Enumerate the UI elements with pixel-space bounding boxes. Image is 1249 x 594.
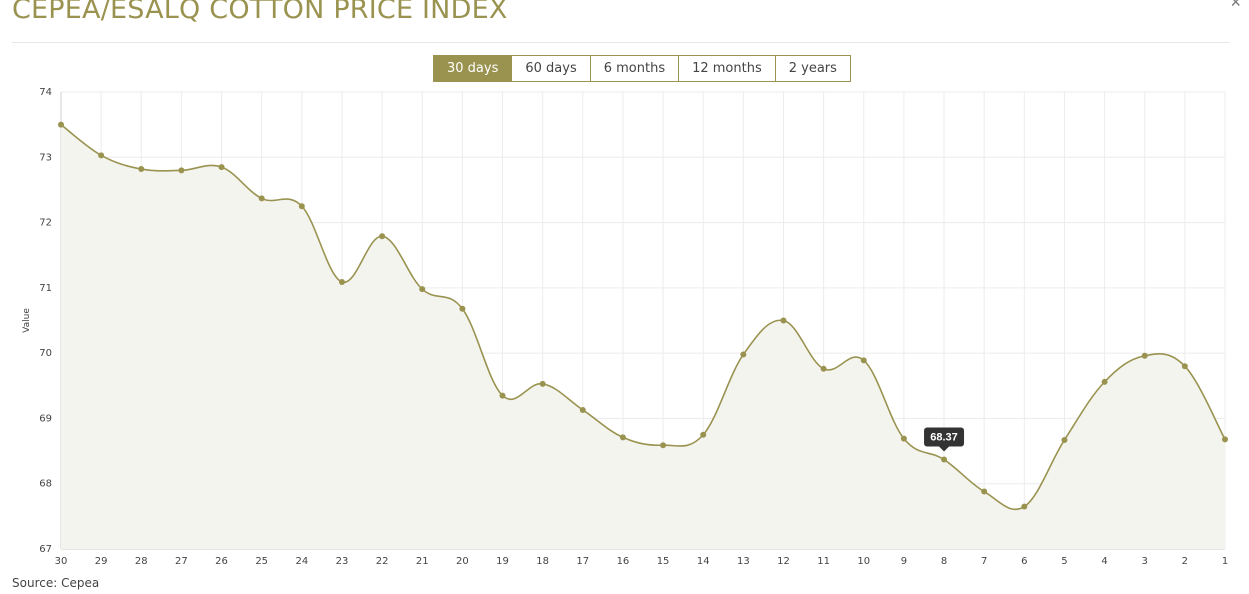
data-point [58,121,64,128]
tooltip-box [924,427,965,447]
y-tick-label: 69 [39,413,52,424]
data-point [700,431,707,438]
x-tick-label: 3 [1142,556,1148,567]
data-point [98,152,105,159]
x-tick-label: 11 [817,556,830,567]
x-tick-label: 17 [576,556,589,567]
x-tick-label: 23 [336,556,349,567]
data-point [338,278,345,285]
data-point [218,164,225,171]
data-point [1181,363,1188,370]
data-point [941,456,948,463]
data-point [820,365,827,372]
x-tick-label: 25 [255,556,268,567]
x-tick-label: 12 [777,556,790,567]
data-point [619,434,626,441]
x-tick-label: 20 [456,556,469,567]
data-point [1222,436,1228,443]
tab-30-days[interactable]: 30 days [434,56,512,81]
data-point [539,380,546,387]
y-tick-label: 73 [39,152,52,163]
series-area [61,124,1225,550]
x-tick-label: 2 [1182,556,1188,567]
data-point [298,203,305,210]
y-tick-label: 70 [39,348,52,359]
data-point [740,351,747,358]
x-tick-label: 30 [55,556,68,567]
x-tick-label: 16 [617,556,630,567]
data-point [900,435,907,442]
x-tick-label: 9 [901,556,907,567]
x-tick-label: 14 [697,556,710,567]
page-title: CEPEA/ESALQ COTTON PRICE INDEX [12,0,508,25]
close-icon[interactable]: × [1230,0,1241,12]
x-tick-label: 28 [135,556,148,567]
data-point [419,286,426,293]
data-point [1021,503,1028,510]
data-point [379,233,386,240]
tooltip: 68.37 [924,427,965,452]
tab-6-months[interactable]: 6 months [589,56,679,81]
source-note: Source: Cepea [12,576,100,590]
y-axis-title: Value [22,308,32,333]
x-tick-label: 10 [857,556,870,567]
data-point [178,167,185,174]
y-tick-label: 67 [39,544,52,555]
tooltip-arrow [939,446,950,452]
x-tick-label: 22 [376,556,389,567]
y-tick-label: 71 [39,283,52,294]
data-point [138,166,145,173]
data-point [1101,378,1108,385]
x-tick-label: 8 [941,556,947,567]
x-tick-label: 13 [737,556,750,567]
y-tick-label: 74 [39,87,52,98]
x-tick-label: 27 [175,556,188,567]
x-tick-label: 1 [1222,556,1228,567]
x-tick-label: 5 [1061,556,1067,567]
data-point [1141,352,1148,359]
period-tabs: 30 days 60 days 6 months 12 months 2 yea… [433,55,851,82]
data-point [499,392,506,399]
x-tick-label: 4 [1101,556,1107,567]
x-tick-label: 15 [657,556,670,567]
title-divider [12,42,1229,43]
x-tick-label: 21 [416,556,429,567]
data-point [459,305,466,312]
data-point [1061,436,1068,443]
tooltip-value: 68.37 [930,432,958,444]
y-tick-label: 72 [39,218,52,229]
data-point [860,357,867,364]
x-tick-label: 24 [295,556,308,567]
x-tick-label: 6 [1021,556,1027,567]
x-tick-label: 29 [95,556,108,567]
data-point [981,488,988,495]
tab-2-years[interactable]: 2 years [774,56,850,81]
data-point [660,442,667,449]
x-tick-label: 7 [981,556,987,567]
data-point [780,317,787,324]
data-point [579,406,586,413]
x-tick-label: 18 [536,556,549,567]
x-tick-label: 19 [496,556,509,567]
tab-12-months[interactable]: 12 months [678,56,775,81]
tab-60-days[interactable]: 60 days [511,56,590,81]
data-point [258,195,265,202]
y-tick-label: 68 [39,479,52,490]
x-tick-label: 26 [215,556,228,567]
